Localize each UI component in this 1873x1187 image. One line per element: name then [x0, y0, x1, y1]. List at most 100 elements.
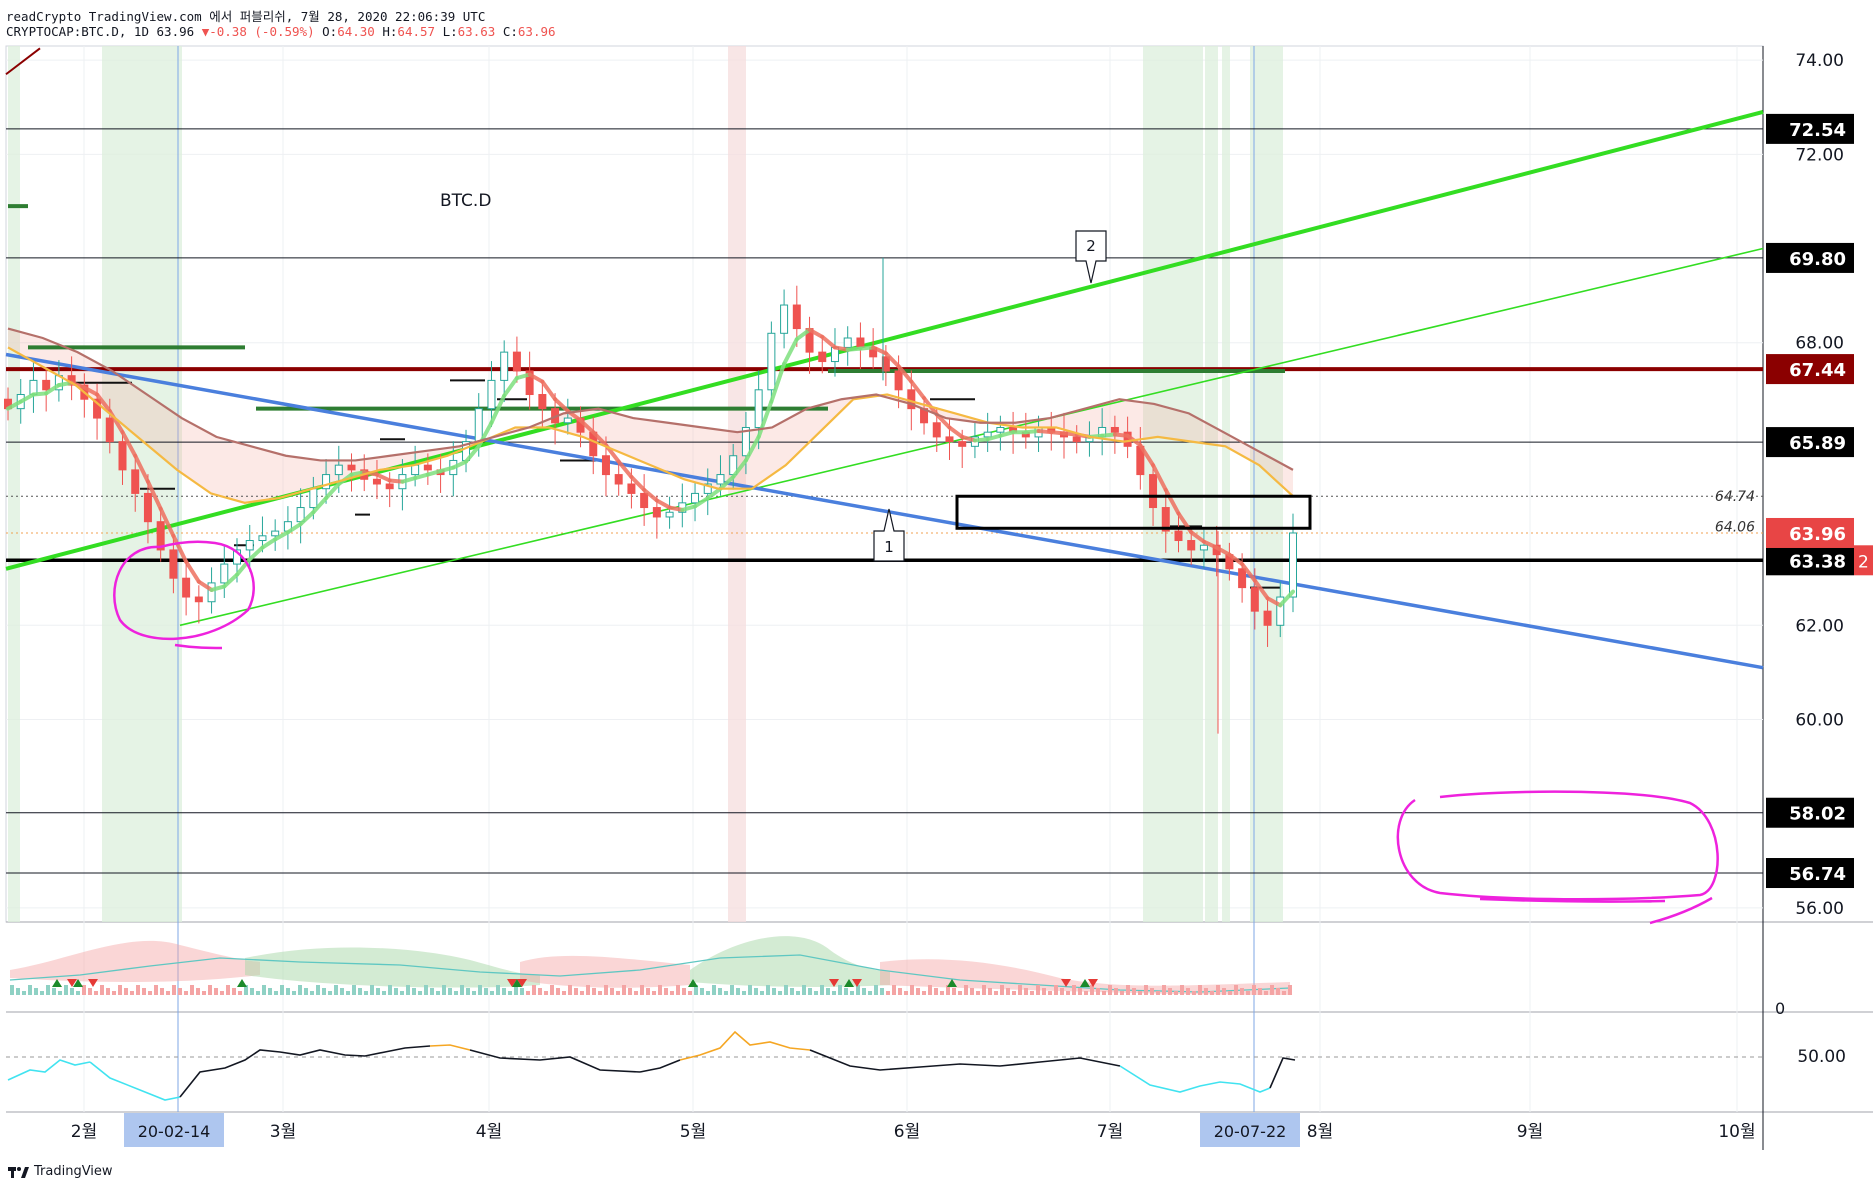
- box-zone: [955, 494, 1312, 530]
- osc-histogram-bar: [112, 991, 116, 995]
- osc-histogram-bar: [46, 985, 50, 995]
- osc-histogram-bar: [76, 991, 80, 995]
- osc-histogram-bar: [622, 985, 626, 995]
- candle-body: [411, 464, 420, 476]
- candle-body: [334, 464, 343, 476]
- osc-histogram-bar: [64, 985, 68, 995]
- symbol-name[interactable]: CRYPTOCAP:BTC.D, 1D: [6, 24, 149, 39]
- tradingview-brand[interactable]: TradingView: [8, 1164, 113, 1179]
- candle-body: [423, 464, 432, 471]
- level-tag-label: 67.44: [1789, 360, 1846, 381]
- osc-histogram-bar: [88, 988, 92, 995]
- osc-histogram-bar: [1222, 988, 1226, 995]
- date-tag-label: 20-07-22: [1214, 1122, 1287, 1141]
- osc-histogram-bar: [652, 991, 656, 995]
- osc-histogram-bar: [136, 985, 140, 995]
- candle-body: [767, 332, 776, 391]
- osc-histogram-bar: [370, 985, 374, 995]
- candle-body: [703, 483, 712, 494]
- osc-histogram-bar: [352, 985, 356, 995]
- osc-histogram-bar: [1162, 985, 1166, 995]
- candle-body: [500, 351, 509, 381]
- osc-histogram-bar: [802, 985, 806, 995]
- level-tag-label: 56.74: [1789, 864, 1846, 885]
- osc-histogram-bar: [928, 985, 932, 995]
- fast-ma-segment: [642, 487, 659, 503]
- callout: 2: [1075, 230, 1107, 284]
- highlight-band: [1250, 46, 1283, 922]
- osc-histogram-bar: [478, 985, 482, 995]
- sell-signal-icon: [67, 979, 77, 987]
- osc-histogram-bar: [502, 988, 506, 995]
- high-value: 64.57: [397, 24, 436, 39]
- buy-signal-icon: [73, 979, 83, 987]
- fast-ma-segment: [1036, 429, 1054, 435]
- osc-histogram-bar: [988, 988, 992, 995]
- osc-histogram-bar: [646, 988, 650, 995]
- brand-name: TradingView: [34, 1164, 113, 1179]
- osc-histogram-bar: [898, 988, 902, 995]
- osc-histogram-bar: [778, 991, 782, 995]
- osc-histogram-bar: [580, 991, 584, 995]
- candle-body: [105, 417, 114, 443]
- fast-ma-segment: [896, 364, 914, 384]
- fast-ma-segment: [553, 397, 570, 413]
- osc-histogram-bar: [982, 985, 986, 995]
- osc-histogram-bar: [832, 991, 836, 995]
- osc-histogram-bar: [196, 988, 200, 995]
- osc-histogram-bar: [562, 991, 566, 995]
- osc-histogram-bar: [1102, 991, 1106, 995]
- osc-histogram-bar: [586, 985, 590, 995]
- candle-body: [1238, 568, 1247, 589]
- close-value: 63.96: [517, 24, 556, 39]
- osc-histogram-bar: [1174, 991, 1178, 995]
- candle-body: [1149, 474, 1158, 509]
- level-tag-label: 65.89: [1789, 433, 1846, 454]
- ema-line-orange: [7, 346, 1294, 504]
- candle-body: [309, 488, 318, 509]
- osc-histogram-bar: [1192, 991, 1196, 995]
- fast-ma-segment: [298, 510, 316, 527]
- osc-histogram-bar: [1228, 991, 1232, 995]
- osc-histogram-bar: [1108, 985, 1112, 995]
- fast-ma-segment: [324, 482, 341, 501]
- candle-body: [474, 408, 483, 443]
- candle-body: [1174, 530, 1183, 542]
- osc-histogram-bar: [58, 991, 62, 995]
- osc-histogram-bar: [322, 988, 326, 995]
- candle-body: [792, 304, 801, 330]
- fast-ma-segment: [871, 345, 888, 356]
- osc-histogram-bar: [244, 985, 248, 995]
- osc-histogram-bar: [1120, 991, 1124, 995]
- month-label: 7월: [1097, 1122, 1123, 1142]
- fast-ma-segment: [1138, 443, 1156, 468]
- osc-histogram-bar: [862, 988, 866, 995]
- osc-histogram-bar: [1264, 991, 1268, 995]
- osc-histogram-bar: [1246, 991, 1250, 995]
- fast-ma-segment: [756, 399, 774, 439]
- rsi-line-segment: [809, 1049, 1121, 1071]
- month-label: 8월: [1307, 1122, 1333, 1142]
- osc-histogram-bar: [154, 985, 158, 995]
- fast-ma-segment: [909, 379, 927, 401]
- osc-histogram-bar: [892, 985, 896, 995]
- osc-histogram-bar: [508, 991, 512, 995]
- fast-ma-segment: [718, 474, 736, 491]
- magenta-circle: [113, 540, 255, 650]
- osc-histogram-bar: [1072, 985, 1076, 995]
- fast-ma-segment: [845, 346, 863, 352]
- osc-histogram-bar: [232, 988, 236, 995]
- osc-histogram-bar: [1000, 985, 1004, 995]
- candle-body: [156, 521, 165, 551]
- grid: [5, 45, 1873, 1150]
- osc-histogram-bar: [604, 985, 608, 995]
- osc-histogram-bar: [256, 991, 260, 995]
- osc-histogram-bar: [316, 985, 320, 995]
- candle-body: [322, 474, 331, 490]
- osc-histogram-bar: [262, 985, 266, 995]
- level-tag-label: 69.80: [1789, 249, 1846, 270]
- candle-body: [1187, 540, 1196, 551]
- osc-histogram-bar: [706, 991, 710, 995]
- fast-ma-segment: [1240, 562, 1257, 583]
